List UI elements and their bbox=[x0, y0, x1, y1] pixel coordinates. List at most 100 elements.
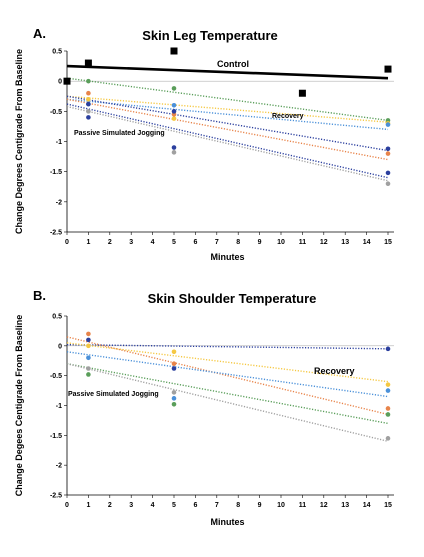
data-point bbox=[86, 78, 91, 84]
x-tick-label: 10 bbox=[277, 239, 285, 246]
series-trendline bbox=[66, 363, 389, 442]
data-point bbox=[171, 390, 177, 395]
x-tick-label: 11 bbox=[299, 502, 307, 509]
x-tick-label: 2 bbox=[108, 502, 112, 509]
x-axis-title: Minutes bbox=[210, 517, 244, 527]
annotation: Passive Simulated Jogging bbox=[74, 130, 165, 137]
x-tick-label: 11 bbox=[299, 239, 307, 246]
data-point bbox=[385, 346, 391, 352]
data-point bbox=[86, 355, 91, 361]
x-tick-label: 8 bbox=[236, 502, 240, 509]
y-tick-label: 0.5 bbox=[52, 314, 62, 321]
x-tick-label: 6 bbox=[193, 502, 197, 509]
data-point bbox=[171, 349, 177, 355]
y-tick-label: 0 bbox=[58, 79, 62, 86]
series-trendline bbox=[66, 336, 389, 416]
data-point bbox=[86, 337, 91, 343]
x-tick-label: 1 bbox=[86, 502, 90, 509]
data-point bbox=[171, 116, 177, 121]
data-point bbox=[385, 146, 391, 152]
chart-title: Skin Shoulder Temperature bbox=[148, 291, 317, 306]
data-point bbox=[86, 96, 91, 102]
x-tick-label: 5 bbox=[172, 502, 176, 509]
data-point bbox=[171, 402, 177, 407]
series-trendline bbox=[66, 95, 389, 152]
data-point bbox=[385, 151, 391, 156]
x-tick-label: 7 bbox=[215, 239, 219, 246]
x-tick-label: 3 bbox=[129, 239, 133, 246]
control-point bbox=[298, 89, 306, 97]
y-tick-label: -1 bbox=[56, 403, 62, 410]
panel-letter: A. bbox=[33, 26, 46, 41]
series-trendline bbox=[66, 103, 389, 179]
data-point bbox=[385, 436, 391, 441]
data-point bbox=[171, 103, 177, 108]
y-tick-label: -2.5 bbox=[50, 493, 62, 500]
data-point bbox=[86, 343, 91, 349]
series-trendline bbox=[66, 343, 389, 350]
control-point bbox=[63, 77, 71, 85]
series-trendline bbox=[66, 105, 389, 182]
data-point bbox=[86, 109, 91, 114]
panel-letter: B. bbox=[33, 288, 46, 303]
y-axis-title: Change Degrees Centigrade From Baseline bbox=[14, 49, 24, 234]
annotation: Recovery bbox=[272, 113, 304, 120]
y-tick-label: 0.5 bbox=[52, 49, 62, 56]
x-tick-label: 13 bbox=[341, 239, 349, 246]
data-point bbox=[385, 181, 391, 187]
x-tick-label: 0 bbox=[65, 502, 69, 509]
x-tick-label: 13 bbox=[341, 502, 349, 509]
x-tick-label: 12 bbox=[320, 239, 328, 246]
data-point bbox=[171, 109, 177, 114]
data-point bbox=[385, 388, 391, 393]
x-tick-label: 0 bbox=[65, 239, 69, 246]
x-tick-label: 9 bbox=[258, 502, 262, 509]
x-tick-label: 12 bbox=[320, 502, 328, 509]
x-tick-label: 8 bbox=[236, 239, 240, 246]
data-point bbox=[385, 412, 391, 417]
y-tick-label: -0.5 bbox=[50, 373, 62, 380]
control-trendline bbox=[66, 64, 389, 80]
y-tick-label: -2 bbox=[56, 199, 62, 206]
series-trendline bbox=[66, 95, 389, 123]
panel-b: B. Skin Shoulder Temperature 0.5 0 -0.5 -1 -1.… bbox=[14, 288, 394, 527]
annotation: Passive Simulated Jogging bbox=[68, 391, 159, 398]
data-point bbox=[171, 145, 177, 150]
x-tick-label: 9 bbox=[258, 239, 262, 246]
y-tick-label: -2.5 bbox=[50, 230, 62, 237]
control-point bbox=[84, 59, 92, 67]
annotation: Control bbox=[217, 59, 249, 69]
x-tick-label: 6 bbox=[193, 239, 197, 246]
data-point bbox=[171, 366, 177, 371]
data-point bbox=[385, 382, 391, 387]
x-tick-label: 14 bbox=[363, 239, 371, 246]
chart-title: Skin Leg Temperature bbox=[142, 28, 278, 43]
data-point bbox=[86, 366, 91, 371]
x-tick-label: 15 bbox=[384, 239, 392, 246]
control-point bbox=[170, 47, 178, 55]
annotation: Recovery bbox=[314, 366, 355, 376]
data-point bbox=[171, 361, 177, 367]
data-point bbox=[86, 372, 91, 377]
series-trendline bbox=[66, 98, 389, 161]
y-tick-label: -1.5 bbox=[50, 169, 62, 176]
data-point bbox=[385, 122, 391, 127]
data-point bbox=[86, 115, 91, 120]
data-point bbox=[171, 396, 177, 401]
x-tick-label: 14 bbox=[363, 502, 371, 509]
x-tick-label: 3 bbox=[129, 502, 133, 509]
control-point bbox=[384, 65, 392, 73]
series-trendline bbox=[66, 98, 389, 131]
x-tick-label: 10 bbox=[277, 502, 285, 509]
x-tick-label: 15 bbox=[384, 502, 392, 509]
x-tick-label: 1 bbox=[86, 239, 90, 246]
data-point bbox=[171, 150, 177, 155]
x-tick-label: 7 bbox=[215, 502, 219, 509]
data-point bbox=[385, 406, 391, 411]
x-tick-label: 4 bbox=[151, 239, 155, 246]
data-point bbox=[86, 101, 91, 107]
x-tick-label: 4 bbox=[151, 502, 155, 509]
series-trendline bbox=[66, 342, 389, 383]
